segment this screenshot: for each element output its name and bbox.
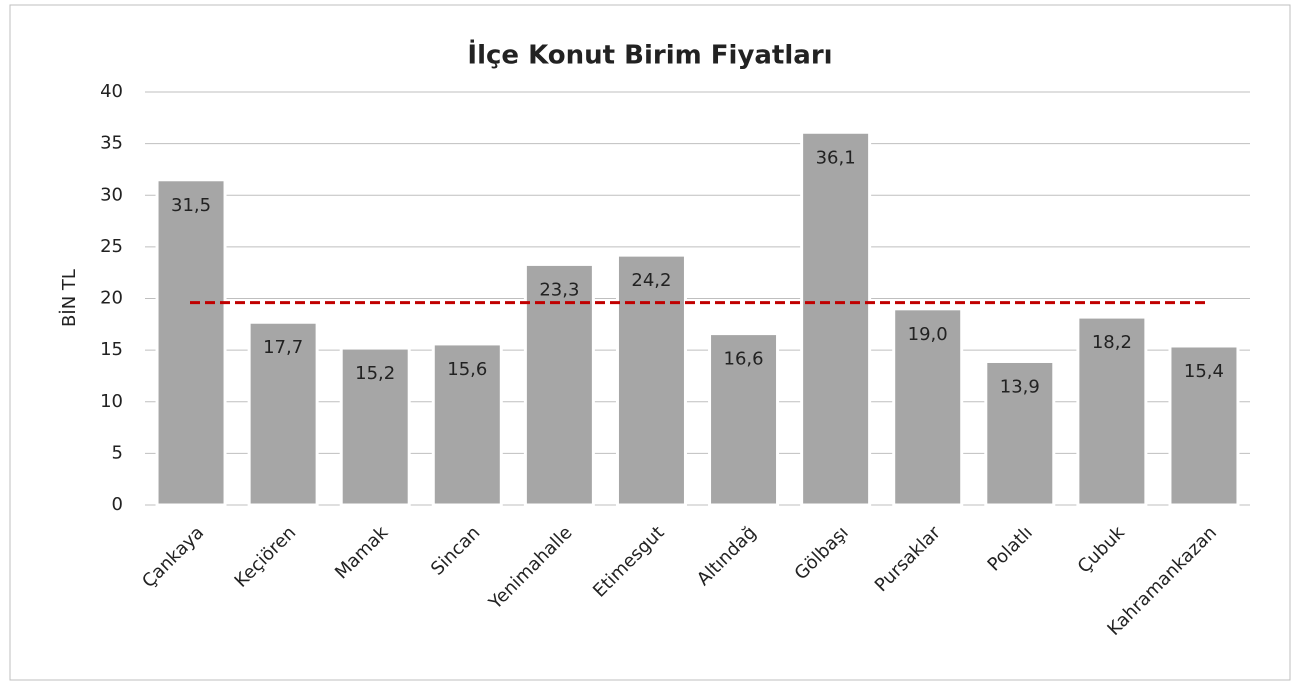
data-label: 19,0 [908, 324, 948, 345]
y-axis-label: BİN TL [59, 269, 80, 327]
bar [984, 359, 1056, 507]
bar [892, 307, 964, 507]
y-tick-label: 35 [100, 133, 123, 154]
bar [1168, 344, 1240, 507]
bar [247, 320, 319, 507]
y-tick-label: 30 [100, 184, 123, 205]
bar [155, 178, 227, 507]
y-tick-label: 0 [112, 494, 123, 515]
data-label: 15,6 [447, 359, 487, 380]
y-tick-label: 20 [100, 288, 123, 309]
data-label: 18,2 [1092, 332, 1132, 353]
y-tick-label: 15 [100, 339, 123, 360]
data-label: 36,1 [816, 147, 856, 168]
bar [615, 253, 687, 507]
data-label: 23,3 [539, 279, 579, 300]
bar [708, 332, 780, 507]
data-label: 15,2 [355, 363, 395, 384]
chart-title: İlçe Konut Birim Fiyatları [467, 39, 832, 71]
data-label: 16,6 [724, 349, 764, 370]
y-tick-label: 5 [112, 442, 123, 463]
y-tick-label: 25 [100, 236, 123, 257]
data-label: 13,9 [1000, 376, 1040, 397]
bar [339, 346, 411, 507]
bar [1076, 315, 1148, 507]
bar [800, 130, 872, 507]
data-label: 24,2 [631, 270, 671, 291]
data-label: 31,5 [171, 195, 211, 216]
bar [431, 342, 503, 507]
y-tick-label: 40 [100, 81, 123, 102]
y-tick-label: 10 [100, 391, 123, 412]
data-label: 15,4 [1184, 361, 1224, 382]
data-label: 17,7 [263, 337, 303, 358]
bar [523, 262, 595, 507]
